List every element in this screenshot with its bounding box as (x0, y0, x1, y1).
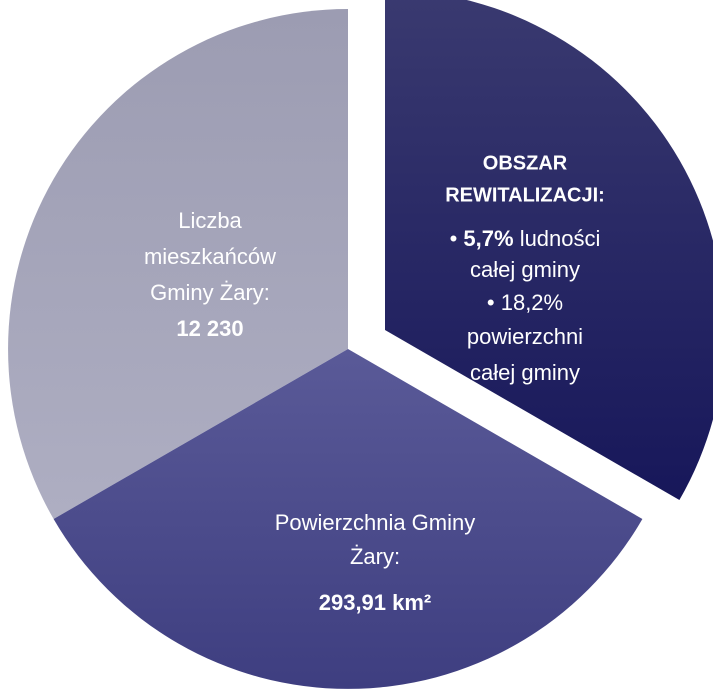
line: całej gminy (470, 360, 580, 385)
label: Żary: (350, 544, 400, 569)
item: • 5,7% ludności (450, 226, 601, 251)
item-cont: powierzchni całej gminy (467, 324, 583, 385)
bullet: • (487, 290, 495, 315)
label: Liczba (178, 208, 242, 233)
segment-bottom (53, 349, 643, 689)
item: • 18,2% (487, 290, 563, 315)
segment-left (8, 9, 348, 519)
line: powierzchni (467, 324, 583, 349)
label: Powierzchnia Gminy (275, 510, 476, 535)
value: 293,91 km² (319, 590, 432, 615)
title: OBSZAR (483, 152, 568, 174)
label: Gminy Żary: (150, 280, 270, 305)
label: mieszkańców (144, 244, 276, 269)
text: ludności (520, 226, 601, 251)
title: REWITALIZACJI: (445, 184, 605, 206)
bullet: • (450, 226, 458, 251)
item-cont: całej gminy (470, 257, 580, 282)
segment-right (385, 0, 713, 500)
bold: 18,2% (501, 290, 563, 315)
bold: 5,7% (463, 226, 513, 251)
value: 12 230 (176, 316, 243, 341)
